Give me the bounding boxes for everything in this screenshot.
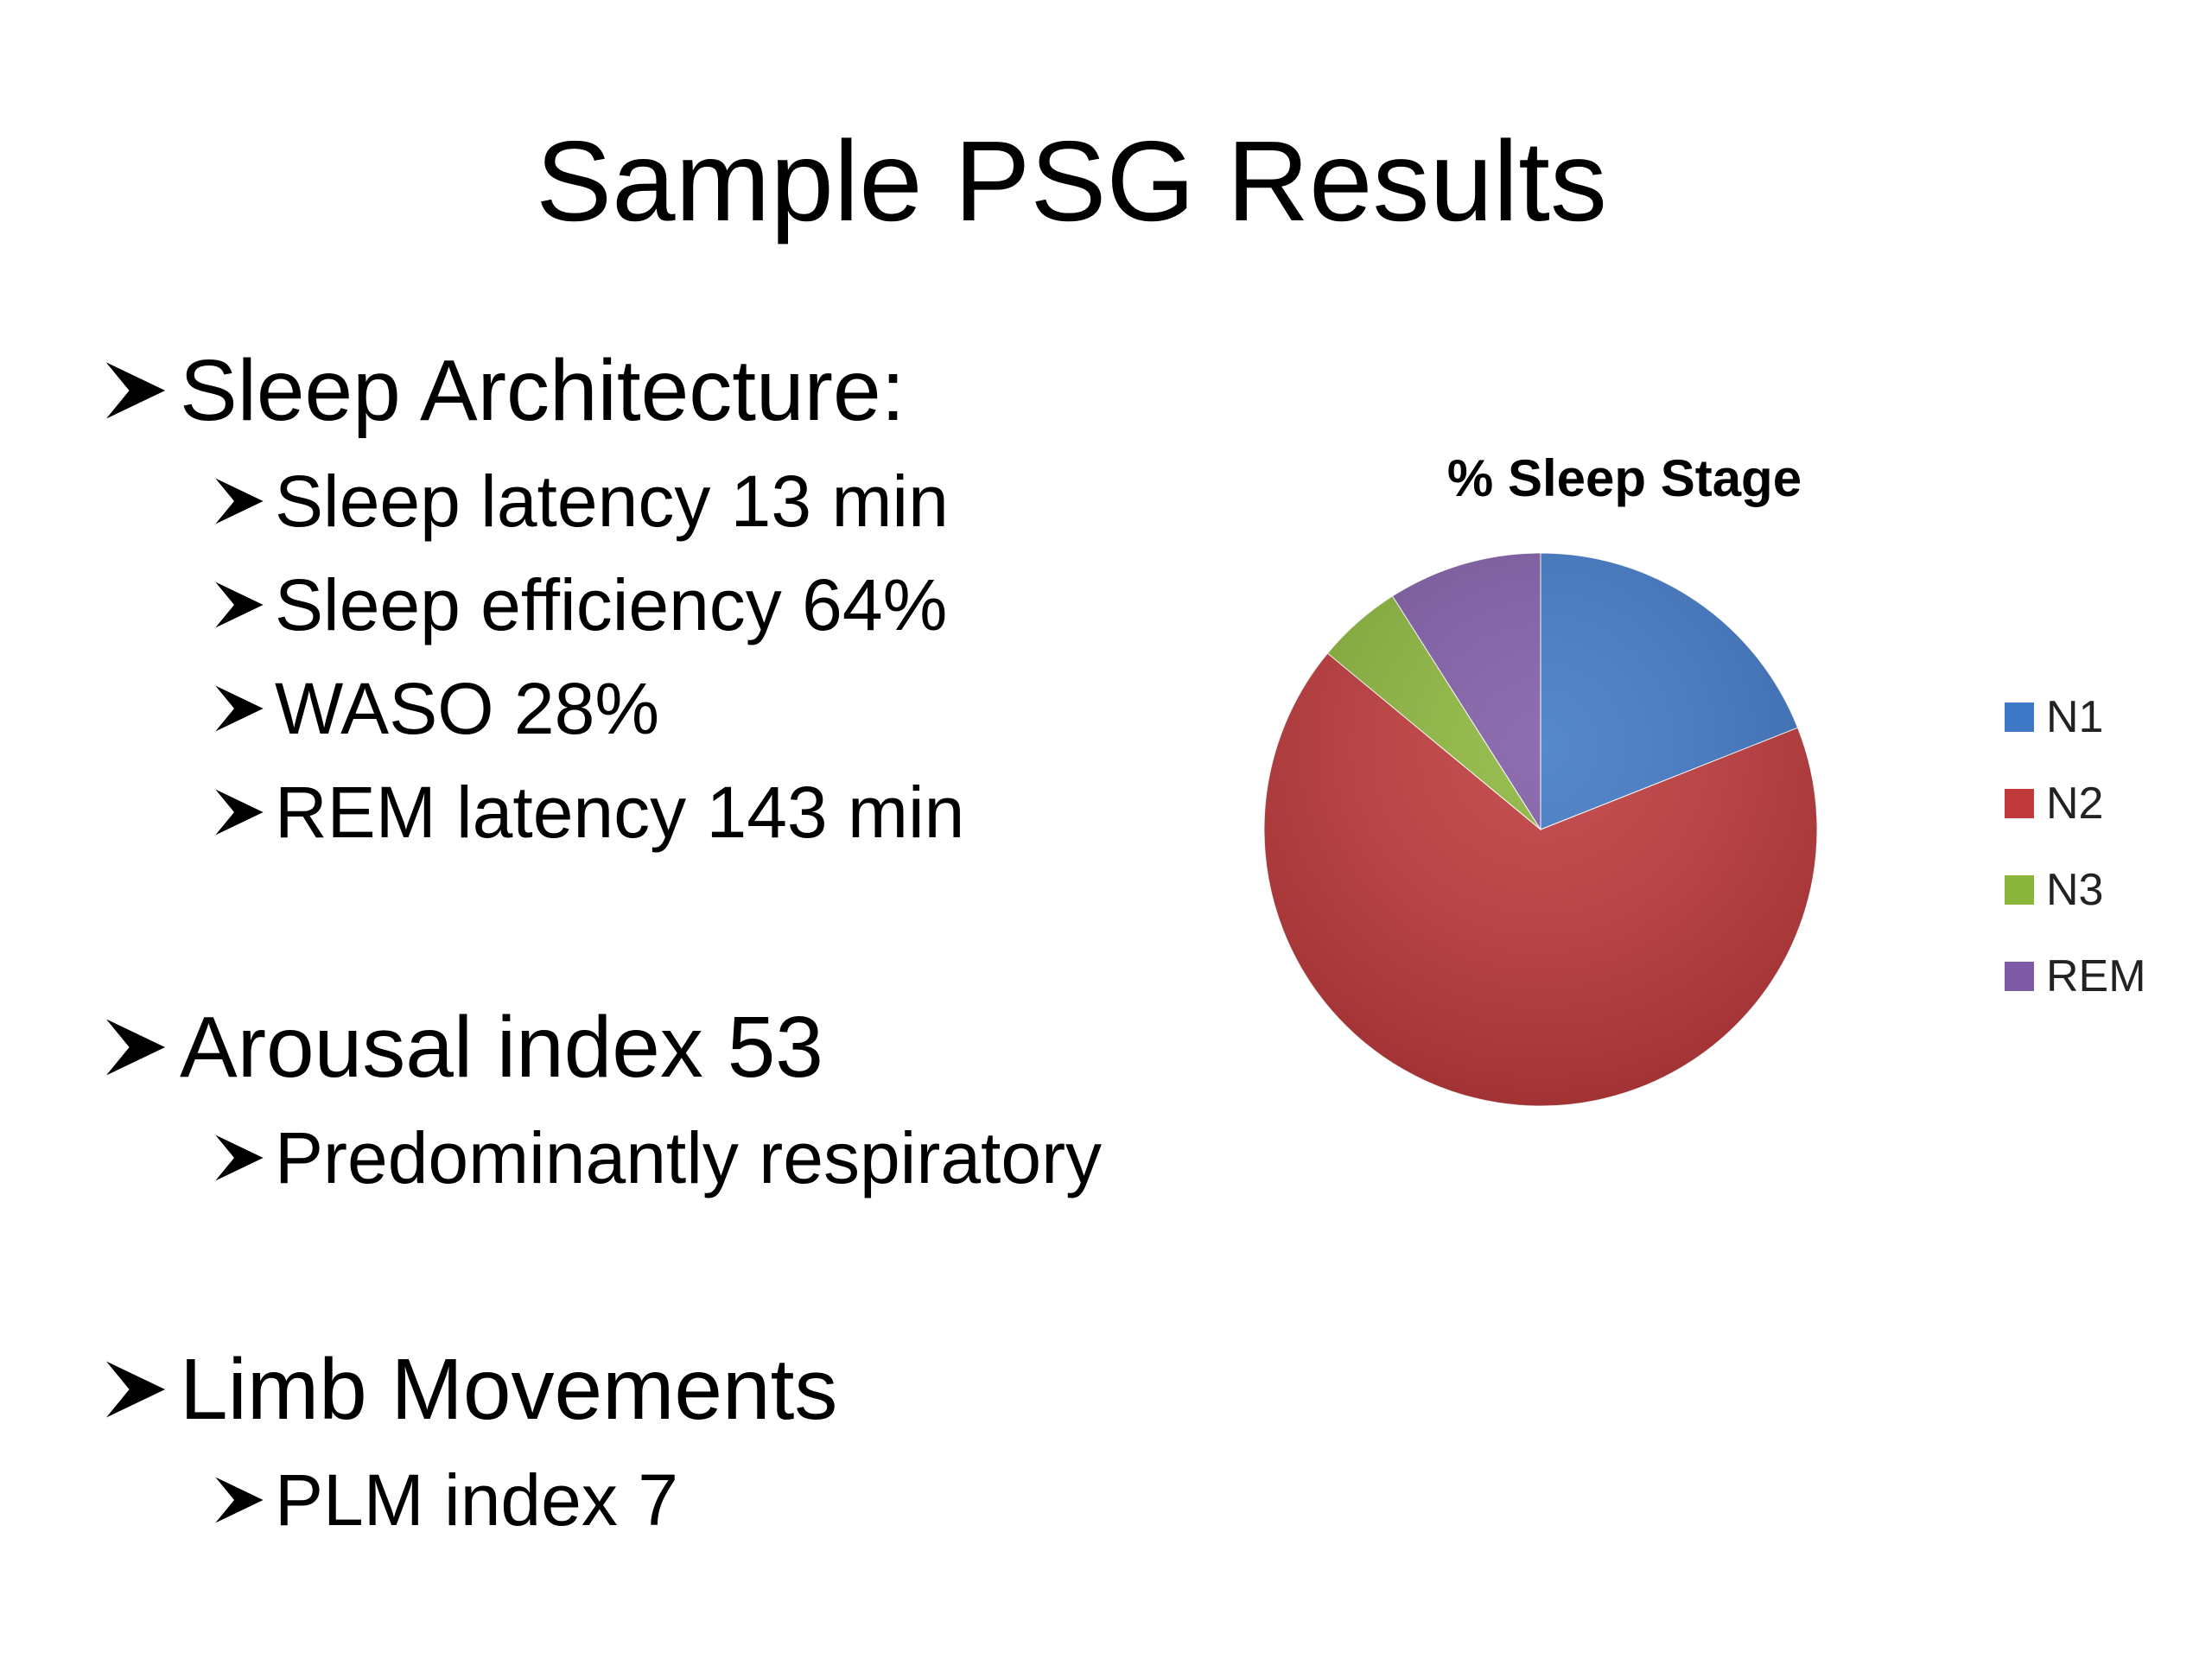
arrowhead-bullet-icon: [213, 475, 266, 527]
bullet-level2: WASO 28%: [213, 665, 659, 752]
arrowhead-bullet-icon: [213, 1132, 266, 1184]
arrowhead-bullet-icon: [102, 1357, 169, 1421]
chart-legend: N1 N2 N3 REM: [2005, 674, 2186, 1020]
legend-item-n1: N1: [2005, 674, 2186, 760]
bullet-level2: Sleep efficiency 64%: [213, 562, 947, 648]
legend-swatch: [2005, 789, 2034, 818]
bullet-text: Arousal index 53: [180, 999, 823, 1096]
arrowhead-bullet-icon: [213, 1474, 266, 1526]
bullet-text: Predominantly respiratory: [275, 1117, 1103, 1198]
legend-item-n3: N3: [2005, 847, 2186, 933]
bullet-text: Limb Movements: [180, 1341, 838, 1438]
arrowhead-bullet-icon: [213, 579, 266, 631]
legend-swatch: [2005, 702, 2034, 732]
pie-chart: % Sleep Stage N1 N2 N3 REM: [1210, 415, 2195, 1158]
bullet-text: Sleep latency 13 min: [275, 461, 949, 542]
bullet-text: Sleep Architecture:: [180, 342, 906, 439]
bullet-text: WASO 28%: [275, 668, 660, 749]
legend-label: N1: [2046, 692, 2104, 742]
bullet-text: PLM index 7: [275, 1459, 678, 1541]
legend-swatch: [2005, 962, 2034, 991]
arrowhead-bullet-icon: [213, 786, 266, 838]
slide-title: Sample PSG Results: [536, 118, 1607, 245]
legend-item-n2: N2: [2005, 760, 2186, 847]
legend-label: N3: [2046, 865, 2104, 915]
legend-label: REM: [2046, 951, 2146, 1001]
bullet-text: Sleep efficiency 64%: [275, 564, 948, 645]
bullet-text: REM latency 143 min: [275, 772, 965, 853]
legend-swatch: [2005, 875, 2034, 905]
bullet-level2: PLM index 7: [213, 1457, 678, 1543]
bullet-level1: Arousal index 53: [102, 995, 823, 1099]
arrowhead-bullet-icon: [102, 1015, 169, 1079]
bullet-level2: REM latency 143 min: [213, 769, 964, 855]
bullet-level1: Sleep Architecture:: [102, 339, 905, 442]
bullet-level2: Sleep latency 13 min: [213, 458, 949, 544]
legend-item-rem: REM: [2005, 933, 2186, 1020]
arrowhead-bullet-icon: [102, 359, 169, 423]
bullet-level1: Limb Movements: [102, 1338, 837, 1441]
arrowhead-bullet-icon: [213, 683, 266, 734]
chart-title: % Sleep Stage: [1446, 449, 1802, 507]
bullet-level2: Predominantly respiratory: [213, 1115, 1102, 1201]
legend-label: N2: [2046, 779, 2104, 829]
